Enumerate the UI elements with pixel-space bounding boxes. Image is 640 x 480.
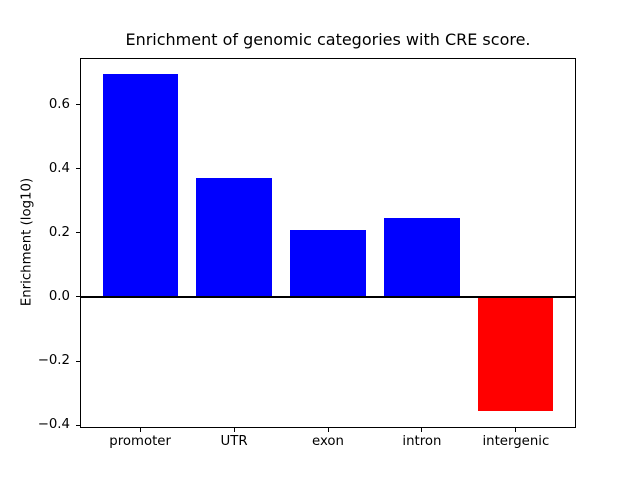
- x-tick-mark: [233, 427, 235, 432]
- chart-title: Enrichment of genomic categories with CR…: [125, 29, 531, 49]
- bar-promoter: [102, 74, 178, 297]
- x-tick-mark: [327, 427, 329, 432]
- x-tick-label-UTR: UTR: [220, 434, 248, 449]
- x-tick-label-intergenic: intergenic: [482, 434, 550, 449]
- x-tick-label-exon: exon: [312, 434, 344, 449]
- y-tick-mark: [76, 424, 80, 426]
- zero-line: [80, 295, 576, 298]
- y-tick-mark: [76, 232, 80, 234]
- y-tick-mark: [76, 104, 80, 106]
- y-tick-mark: [76, 360, 80, 362]
- y-tick-label: 0.0: [48, 288, 70, 304]
- x-tick-mark: [421, 427, 423, 432]
- y-tick-label: −0.2: [37, 353, 70, 369]
- x-tick-mark: [139, 427, 141, 432]
- bar-exon: [290, 229, 366, 297]
- bar-intergenic: [478, 296, 554, 411]
- y-tick-label: 0.2: [48, 224, 70, 240]
- x-tick-label-promoter: promoter: [109, 434, 171, 449]
- y-tick-label: −0.4: [37, 417, 70, 433]
- y-tick-mark: [76, 168, 80, 170]
- bar-intron: [384, 218, 460, 297]
- x-tick-mark: [515, 427, 517, 432]
- y-axis-label: Enrichment (log10): [19, 177, 35, 307]
- y-tick-mark: [76, 296, 80, 298]
- y-tick-label: 0.6: [48, 96, 70, 112]
- bar-UTR: [196, 178, 272, 297]
- x-tick-label-intron: intron: [402, 434, 442, 449]
- y-tick-label: 0.4: [48, 160, 70, 176]
